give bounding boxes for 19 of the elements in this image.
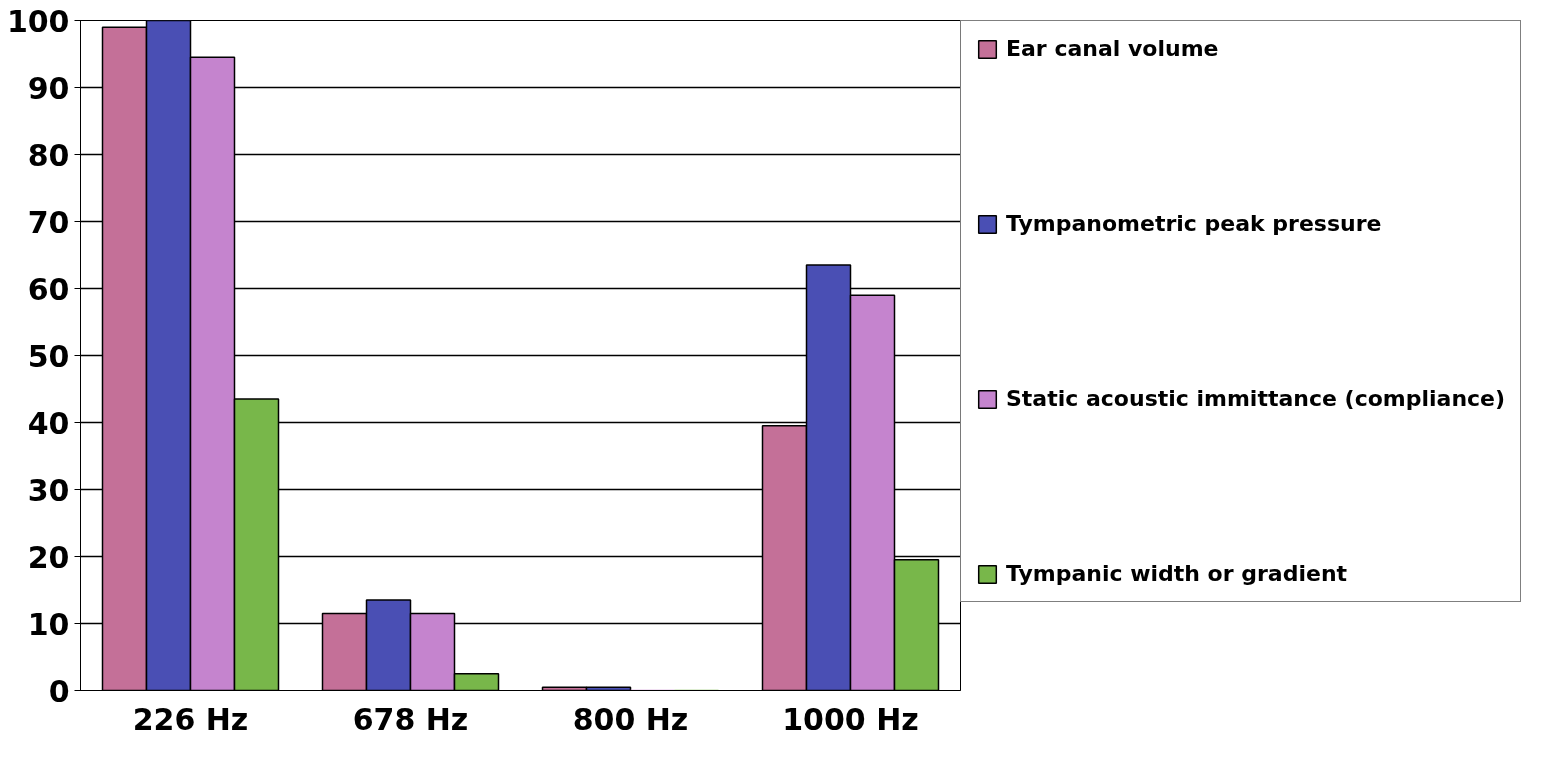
- y-tick-label: 90: [27, 70, 70, 106]
- legend-label: Tympanic width or gradient: [1006, 561, 1348, 586]
- y-tick-label: 100: [6, 3, 70, 39]
- y-tick-label: 10: [27, 606, 70, 642]
- y-tick-label: 60: [27, 271, 70, 307]
- x-tick-label: 226 Hz: [132, 701, 249, 737]
- legend-label: Static acoustic immittance (compliance): [1006, 386, 1506, 411]
- y-tick-label: 30: [27, 472, 70, 508]
- y-tick-label: 20: [27, 539, 70, 575]
- y-tick-label: 70: [27, 204, 70, 240]
- legend-label: Tympanometric peak pressure: [1006, 211, 1382, 236]
- y-tick-label: 40: [27, 405, 70, 441]
- y-tick-label: 0: [48, 673, 70, 709]
- legend-label: Ear canal volume: [1006, 36, 1219, 61]
- x-tick-label: 800 Hz: [572, 701, 689, 737]
- x-tick-label: 678 Hz: [352, 701, 469, 737]
- y-tick-label: 80: [27, 137, 70, 173]
- x-tick-label: 1000 Hz: [782, 701, 919, 737]
- y-tick-label: 50: [27, 338, 70, 374]
